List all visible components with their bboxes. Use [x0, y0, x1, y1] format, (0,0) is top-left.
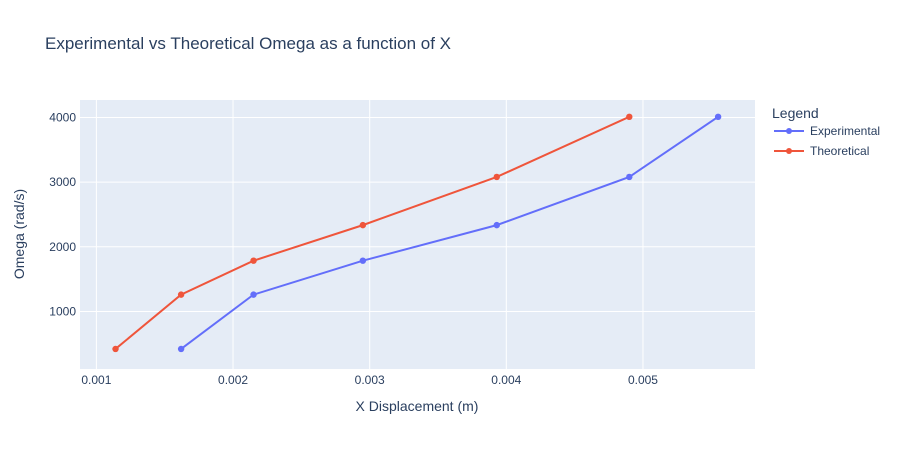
- series-line-experimental: [180, 115, 719, 350]
- data-point-theoretical[interactable]: [493, 173, 500, 181]
- x-tick-label: 0.003: [355, 373, 385, 387]
- legend-label-theoretical: Theoretical: [810, 144, 870, 158]
- y-tick-label: 1000: [49, 304, 76, 318]
- data-point-theoretical[interactable]: [626, 113, 633, 121]
- y-tick-label: 2000: [49, 240, 76, 254]
- x-tick-label: 0.004: [491, 373, 521, 387]
- series-line-theoretical: [114, 115, 630, 350]
- data-point-theoretical[interactable]: [112, 345, 119, 353]
- data-point-experimental[interactable]: [250, 291, 257, 298]
- data-point-experimental[interactable]: [626, 173, 633, 181]
- legend-item-theoretical[interactable]: Theoretical: [772, 144, 869, 158]
- y-axis-ticks: 1000 2000 3000 4000: [49, 110, 76, 318]
- series-group: [112, 113, 722, 353]
- x-tick-label: 0.005: [628, 373, 658, 387]
- chart-title: Experimental vs Theoretical Omega as a f…: [45, 34, 451, 53]
- legend-title: Legend: [772, 105, 819, 121]
- data-point-theoretical[interactable]: [177, 291, 185, 298]
- plot-area: [80, 100, 755, 369]
- y-tick-label: 4000: [49, 110, 76, 124]
- data-point-experimental[interactable]: [714, 113, 722, 121]
- legend-swatch-experimental: [772, 126, 806, 136]
- x-tick-label: 0.002: [218, 373, 248, 387]
- data-point-theoretical[interactable]: [359, 221, 367, 229]
- data-point-theoretical[interactable]: [250, 257, 257, 264]
- grid-lines: [80, 100, 755, 369]
- y-tick-label: 3000: [49, 175, 76, 189]
- legend-item-experimental[interactable]: Experimental: [772, 124, 880, 138]
- data-point-experimental[interactable]: [493, 221, 500, 229]
- data-point-experimental[interactable]: [359, 257, 367, 264]
- y-axis-title: Omega (rad/s): [11, 189, 27, 279]
- x-tick-label: 0.001: [81, 373, 111, 387]
- x-axis-title: X Displacement (m): [356, 398, 479, 414]
- x-axis-ticks: 0.001 0.002 0.003 0.004 0.005: [81, 373, 658, 387]
- legend-swatch-theoretical: [772, 146, 806, 156]
- series-theoretical: [112, 113, 633, 353]
- data-point-experimental[interactable]: [177, 345, 185, 353]
- series-experimental: [177, 113, 722, 353]
- legend-label-experimental: Experimental: [810, 124, 881, 138]
